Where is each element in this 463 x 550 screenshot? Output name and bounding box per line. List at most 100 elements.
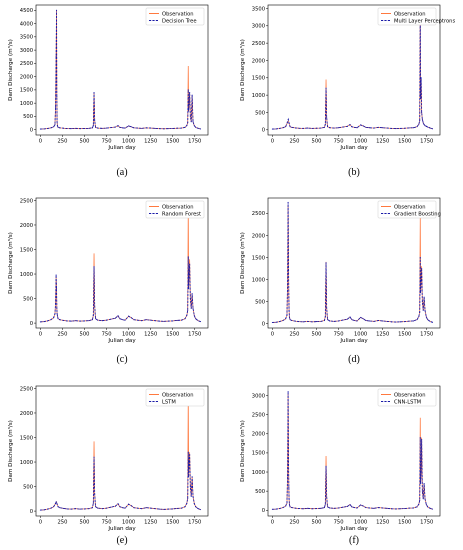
prediction-point [57,126,59,128]
prediction-point [427,319,429,321]
prediction-point [288,463,290,465]
prediction-point [325,262,327,264]
prediction-point [333,507,335,509]
x-tick-label: 250 [290,139,300,145]
prediction-point [56,315,58,317]
x-tick-label: 500 [80,520,90,526]
prediction-point [62,319,64,321]
x-tick-label: 1750 [188,332,201,338]
prediction-point [91,319,94,321]
prediction-point [191,476,193,478]
y-tick-label: 1000 [20,272,33,278]
prediction-point [288,498,290,500]
prediction-point [373,507,375,509]
y-axis-label: Dam Discharge (m³/s) [7,232,14,294]
x-axis-label: Julian day [107,526,136,532]
prediction-point [163,320,165,322]
x-tick-label: 1500 [398,332,411,338]
prediction-point [189,263,191,265]
prediction-point [59,127,61,129]
prediction-point [286,121,288,123]
y-axis-label: Dam Discharge (m³/s) [7,420,14,482]
prediction-series-line [272,202,433,323]
y-tick-label: 4000 [20,21,33,27]
prediction-point [333,127,335,129]
prediction-point [428,320,430,322]
prediction-point [408,127,410,129]
y-tick-label: 2000 [252,432,265,438]
prediction-point [431,321,434,323]
prediction-point [421,267,423,270]
prediction-point [286,314,288,316]
prediction-point [338,320,340,322]
prediction-point [421,111,423,114]
y-tick-label: 0 [262,128,265,134]
prediction-point [420,98,422,100]
prediction-point [187,451,189,453]
prediction-point [192,307,194,309]
prediction-point [56,9,58,11]
y-tick-label: 1500 [252,255,265,261]
prediction-point [92,314,94,316]
prediction-point [191,293,193,295]
chart-panel-c: 0 250 500 750 1000 1250 1500 1750 0 500 1000 1500 20… [7,197,209,365]
y-axis-label: Dam Discharge (m³/s) [239,420,246,482]
prediction-point [172,320,174,322]
prediction-point [46,508,49,510]
x-axis-label: Julian day [107,338,136,344]
x-tick-label: 1250 [376,332,389,338]
x-tick-label: 1500 [398,520,411,526]
prediction-point [167,508,169,510]
prediction-point [275,508,277,510]
prediction-point [88,127,90,129]
prediction-point [186,502,188,504]
plot-frame [267,197,441,329]
prediction-point [323,126,326,128]
prediction-point [420,278,422,281]
prediction-point [307,127,309,129]
prediction-point [110,318,112,320]
prediction-point [424,125,426,127]
legend-box [377,7,437,26]
prediction-point [425,503,427,506]
x-tick-label: 1750 [420,520,433,526]
y-axis-label: Dam Discharge (m³/s) [239,232,246,294]
legend-box [145,200,205,219]
prediction-point [425,125,427,127]
prediction-point [195,506,197,508]
prediction-point [431,508,434,510]
legend-label: CNN-LSTM [394,399,421,405]
prediction-point [419,311,421,313]
prediction-series-line [40,10,201,130]
prediction-point [186,124,188,126]
y-tick-label: 1000 [252,93,265,99]
prediction-point [420,292,422,294]
prediction-point [56,503,58,505]
prediction-point [416,126,418,128]
prediction-point [289,126,291,128]
prediction-point [136,507,138,509]
prediction-point [150,319,152,321]
prediction-point [188,102,190,104]
prediction-point [184,506,186,508]
prediction-point [326,126,329,128]
prediction-point [117,125,119,127]
prediction-point [285,505,287,507]
prediction-point [101,508,103,510]
prediction-point [404,507,406,510]
prediction-point [117,503,119,505]
prediction-point [62,127,64,129]
prediction-point [39,321,41,323]
prediction-point [329,127,331,129]
prediction-point [188,476,190,478]
legend-label: Observation [162,204,194,210]
prediction-point [395,128,397,130]
x-tick-label: 750 [102,520,112,526]
prediction-point [326,496,328,498]
prediction-point [395,321,397,323]
prediction-point [141,127,143,129]
prediction-point [362,318,364,320]
x-tick-label: 750 [334,520,344,526]
prediction-point [430,127,432,129]
